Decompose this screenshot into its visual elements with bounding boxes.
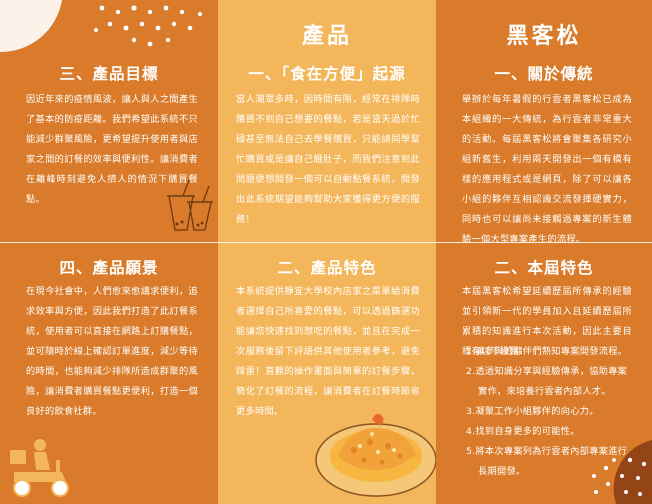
- section-title-about-tradition: 一、關於傳統: [494, 65, 594, 83]
- scooter-delivery-icon: [10, 439, 69, 497]
- panel-header-product: 產品: [301, 24, 352, 49]
- divider: [218, 242, 436, 243]
- divider: [0, 242, 218, 243]
- section-title-product-goals: 三、產品目標: [59, 65, 159, 83]
- section-title-this-year-features: 二、本屆特色: [494, 259, 594, 277]
- origin-text: 當人潮眾多時，因時間有限，經常在排隊時購買不到自己想要的餐點，若是當天過於忙碌甚…: [236, 94, 420, 225]
- list-item: 4.找到自身更多的可能性。: [466, 426, 580, 437]
- panel-header-hackathon: 黑客松: [506, 24, 582, 49]
- section-title-origin: 一、「食在方便」起源: [248, 65, 406, 83]
- section-title-product-features: 二、產品特色: [277, 259, 377, 277]
- list-item: 2.透過知識分享與經驗傳承，協助專案實作，來培養行雲者內部人才。: [466, 366, 628, 397]
- dots-decoration: [592, 440, 652, 504]
- panel-product-goals: 三、產品目標 因近年來的疫情風波，讓人與人之間產生了基本的防疫距離。我們希望此系…: [0, 0, 218, 504]
- panel-hackathon: 黑客松 一、關於傳統 舉辦於每年暑假的行雲者黑客松已成為本組織的一大傳統，為行雲…: [436, 0, 652, 504]
- divider: [436, 242, 652, 243]
- product-vision-text: 在現今社會中，人們愈來愈講求便利，追求效率與方便，因此我們打造了此訂餐系統，使用…: [26, 286, 198, 417]
- section-title-product-vision: 四、產品願景: [59, 259, 159, 277]
- panel-product: 產品 一、「食在方便」起源 當人潮眾多時，因時間有限，經常在排隊時購買不到自己想…: [218, 0, 436, 504]
- product-features-text: 本系統提供靜宜大學校內店家之菜單給消費者選擇自己所喜愛的餐點，可以透過篩選功能讓…: [236, 286, 420, 417]
- product-goals-text: 因近年來的疫情風波，讓人與人之間產生了基本的防疫距離。我們希望此系統不只能減少群…: [26, 94, 198, 205]
- fried-rice-plate-icon: [315, 413, 436, 497]
- dots-decoration: [0, 0, 203, 53]
- list-item: 1.讓參與的夥伴們熟知專案開發流程。: [466, 346, 628, 357]
- drinks-icon: [167, 179, 213, 231]
- list-item: 5.將本次專案列為行雲者內部專案進行長期開發。: [466, 446, 628, 477]
- goals-list: 1.讓參與的夥伴們熟知專案開發流程。 2.透過知識分享與經驗傳承，協助專案實作，…: [466, 342, 636, 482]
- this-year-intro-text: 本屆黑客松希望延續歷屆所傳承的經驗並引領新一代的學員加入且延續歷屆所累積的知識進…: [462, 286, 632, 357]
- list-item: 3.凝聚工作小組夥伴的向心力。: [466, 406, 599, 417]
- about-tradition-text: 舉辦於每年暑假的行雲者黑客松已成為本組織的一大傳統，為行雲者非常重大的活動。每屆…: [462, 94, 632, 245]
